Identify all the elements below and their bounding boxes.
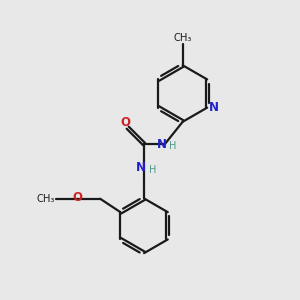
Text: N: N	[157, 138, 167, 151]
Text: N: N	[136, 161, 146, 174]
Text: CH₃: CH₃	[173, 33, 192, 43]
Text: CH₃: CH₃	[37, 194, 55, 204]
Text: O: O	[72, 191, 82, 204]
Text: H: H	[169, 141, 177, 151]
Text: N: N	[209, 101, 219, 114]
Text: H: H	[149, 165, 156, 175]
Text: O: O	[121, 116, 130, 129]
